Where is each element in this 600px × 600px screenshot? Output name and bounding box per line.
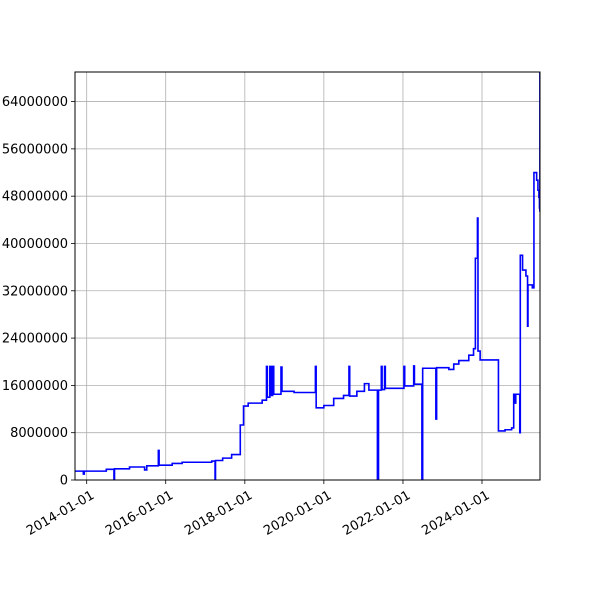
grid-lines: [75, 72, 540, 481]
y-tick-label: 0: [60, 474, 68, 489]
plot-area: [75, 72, 540, 480]
y-tick-label: 16000000: [2, 379, 68, 394]
series-layer: [75, 72, 540, 480]
y-tick-label: 8000000: [10, 426, 68, 441]
series-line-0: [75, 72, 540, 480]
plot-frame: [74, 71, 541, 481]
y-axis: 0 8000000 16000000 24000000 32000000 40000000…: [2, 95, 75, 489]
y-tick-label: 32000000: [2, 284, 68, 299]
y-tick-label: 56000000: [2, 142, 68, 157]
y-tick-label: 40000000: [2, 237, 68, 252]
y-tick-label: 48000000: [2, 190, 68, 205]
y-tick-label: 64000000: [2, 95, 68, 110]
y-tick-label: 24000000: [2, 332, 68, 347]
